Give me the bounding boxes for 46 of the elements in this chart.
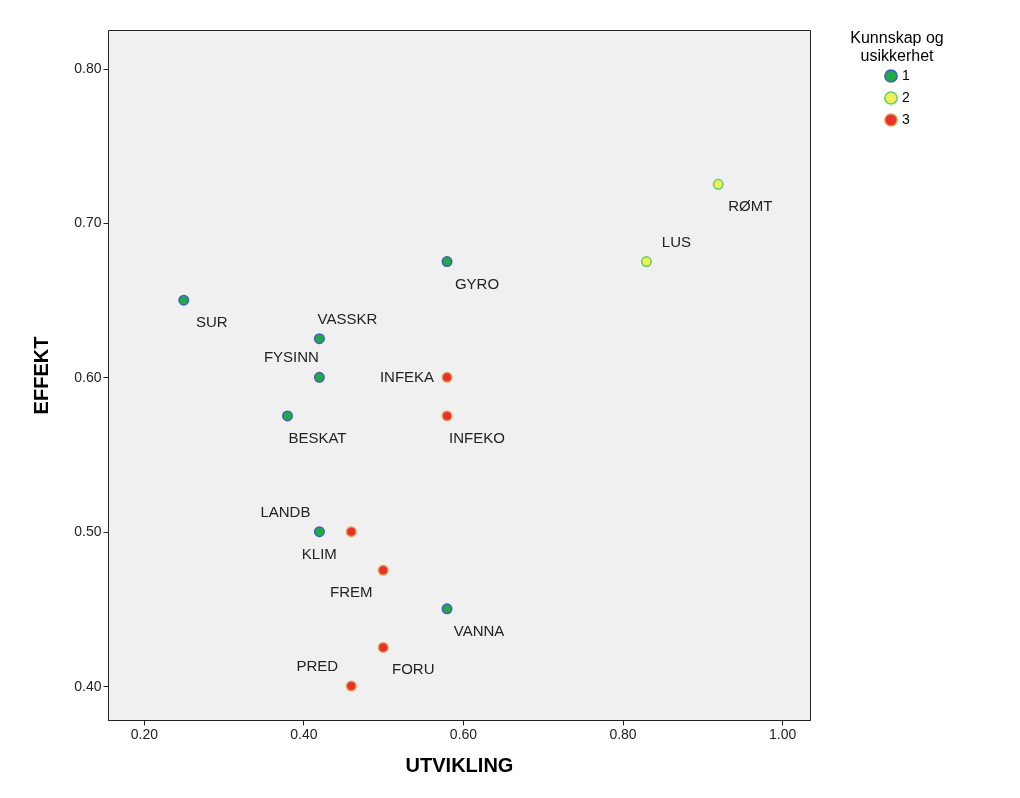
y-axis-title: EFFEKT — [30, 336, 53, 415]
x-tick-label: 0.20 — [130, 725, 159, 742]
annotation: KLIM — [301, 544, 337, 562]
point — [313, 526, 325, 538]
point — [282, 410, 293, 422]
legend-label: 3 — [902, 111, 910, 127]
annotation: INFEKA — [379, 368, 435, 386]
point — [377, 641, 389, 653]
annotation: FYSINN — [263, 348, 319, 366]
y-tick-label: 0.70 — [74, 214, 102, 231]
annotation: SUR — [195, 313, 228, 331]
point — [377, 564, 389, 576]
legend-title: Kunnskap og usikkerhet — [850, 29, 944, 64]
point — [640, 256, 652, 268]
annotation: BESKAT — [288, 428, 347, 446]
annotation: GYRO — [454, 274, 500, 292]
x-tick-label: 1.00 — [768, 725, 797, 742]
annotation: FREM — [329, 583, 373, 601]
x-tick-label: 0.60 — [449, 725, 478, 742]
y-tick-label: 0.40 — [74, 677, 102, 694]
annotation: LUS — [661, 232, 692, 250]
annotation: VANNA — [453, 621, 505, 639]
point — [313, 371, 325, 383]
legend-label: 1 — [902, 67, 910, 83]
y-tick-label: 0.50 — [74, 523, 102, 540]
point — [345, 526, 357, 538]
legend-label: 2 — [902, 89, 910, 105]
y-tick-label: 0.60 — [74, 368, 102, 385]
x-axis-title: UTVIKLING — [405, 753, 514, 776]
point — [441, 371, 453, 383]
annotation: FORU — [391, 660, 435, 678]
point — [313, 333, 325, 345]
annotation: VASSKR — [317, 309, 378, 327]
x-tick-label: 0.40 — [290, 725, 318, 742]
point — [441, 256, 453, 268]
annotation: LANDB — [260, 502, 311, 520]
point — [712, 178, 724, 190]
point — [441, 410, 453, 422]
point — [345, 680, 357, 692]
x-tick-label: 0.80 — [609, 725, 637, 742]
y-tick-label: 0.80 — [74, 60, 102, 77]
annotation: RØMT — [728, 197, 773, 215]
annotation: PRED — [296, 657, 339, 675]
annotation: INFEKO — [449, 428, 505, 446]
point — [178, 294, 190, 306]
point — [441, 603, 453, 615]
